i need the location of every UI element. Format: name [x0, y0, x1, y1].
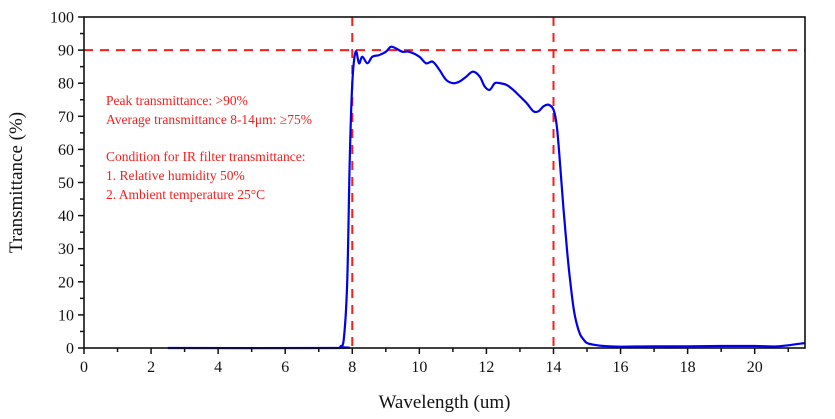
annotation-humidity: 1. Relative humidity 50% [106, 168, 245, 183]
annotation-peak: Peak transmittance: >90% [106, 93, 248, 108]
y-tick-label: 10 [58, 307, 74, 324]
x-tick-label: 0 [80, 359, 88, 376]
x-tick-label: 2 [147, 359, 155, 376]
x-tick-label: 4 [214, 359, 222, 376]
x-tick-label: 6 [281, 359, 289, 376]
x-tick-label: 10 [411, 359, 427, 376]
annotation-condition-title: Condition for IR filter transmittance: [106, 149, 305, 164]
transmittance-curve [167, 45, 806, 350]
y-tick-label: 60 [58, 142, 74, 159]
annotation-average: Average transmittance 8-14μm: ≥75% [106, 112, 312, 127]
y-tick-label: 40 [58, 208, 74, 225]
x-tick-label: 16 [613, 359, 629, 376]
x-tick-label: 20 [747, 359, 763, 376]
y-tick-label: 0 [66, 341, 74, 358]
x-axis-title: Wavelength (um) [379, 392, 511, 413]
y-tick-label: 20 [58, 274, 74, 291]
y-tick-label: 70 [58, 109, 74, 126]
x-tick-label: 8 [348, 359, 356, 376]
y-axis-title: Transmittance (%) [6, 112, 27, 253]
x-axis-ticks: 0 2 4 6 8 10 12 14 16 18 20 [80, 348, 789, 376]
y-tick-label: 30 [58, 241, 74, 258]
y-tick-label: 100 [50, 10, 74, 27]
annotation-temperature: 2. Ambient temperature 25°C [106, 187, 265, 202]
y-tick-label: 50 [58, 175, 74, 192]
x-tick-label: 14 [545, 359, 561, 376]
y-tick-label: 90 [58, 43, 74, 60]
y-axis-ticks: 0 10 20 30 40 50 60 70 80 90 100 [50, 10, 84, 358]
x-tick-label: 18 [680, 359, 696, 376]
x-tick-label: 12 [478, 359, 494, 376]
annotation-block: Peak transmittance: >90% Average transmi… [106, 93, 312, 202]
y-tick-label: 80 [58, 76, 74, 93]
